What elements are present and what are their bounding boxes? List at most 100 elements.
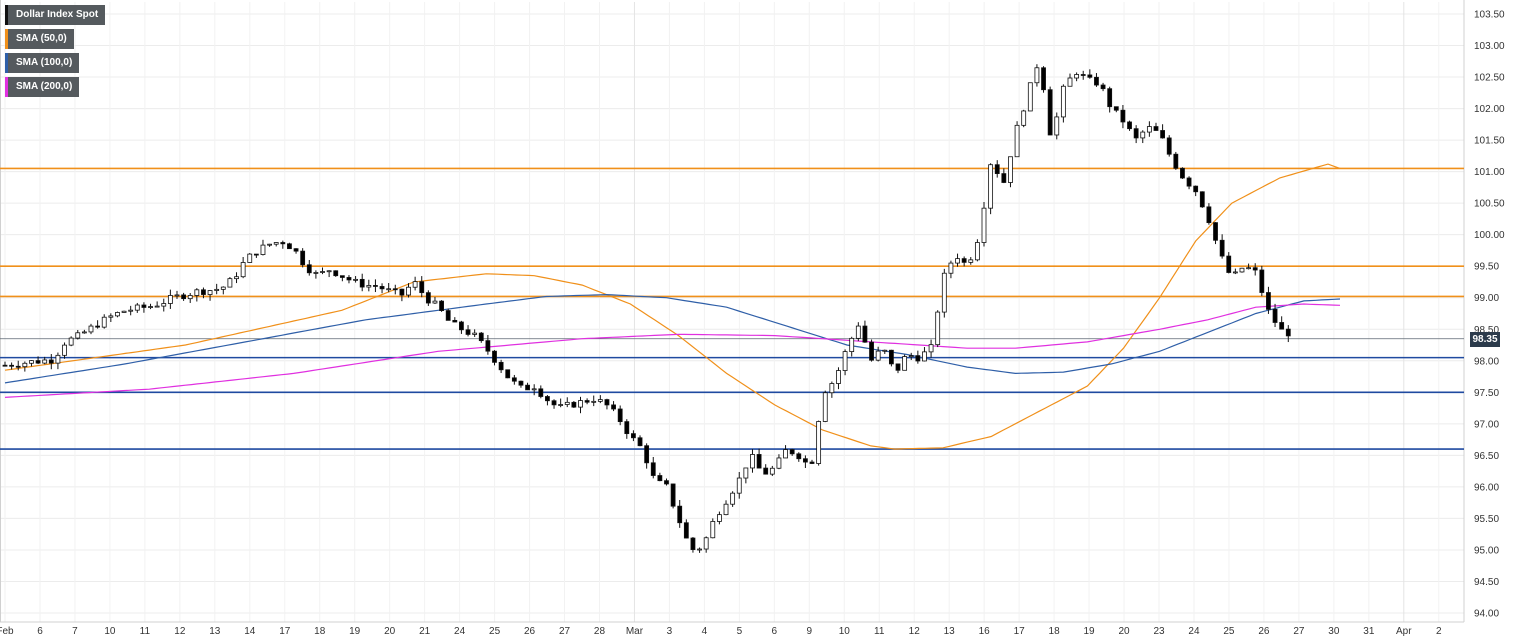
legend-item-sma-200[interactable]: SMA (200,0) (5, 77, 80, 97)
candle-body (300, 250, 306, 266)
candle-body (948, 262, 954, 274)
candle-body (141, 304, 147, 308)
sma-lines (4, 163, 1341, 450)
y-tick-label: 99.00 (1474, 293, 1499, 304)
y-tick-label: 94.50 (1474, 577, 1499, 588)
legend: Dollar Index Spot SMA (50,0) SMA (100,0)… (5, 5, 106, 101)
candle-body (836, 370, 841, 384)
candle-body (88, 325, 94, 333)
candle-body (968, 259, 974, 263)
x-tick-label: 26 (524, 626, 536, 637)
candle-body (392, 288, 398, 291)
candle-body (650, 462, 656, 476)
candle-body (1001, 173, 1007, 183)
candle-body (459, 321, 464, 331)
y-tick-label: 99.50 (1474, 262, 1499, 273)
candle-body (273, 242, 279, 245)
x-tick-label: 4 (702, 626, 708, 637)
candle-body (717, 514, 722, 522)
x-tick-label: 10 (839, 626, 851, 637)
y-tick-label: 98.50 (1474, 325, 1499, 336)
candle-body (849, 337, 855, 353)
candle-body (115, 312, 120, 317)
x-tick-label: 20 (1118, 626, 1130, 637)
candle-body (313, 272, 319, 274)
x-tick-label: 18 (1049, 626, 1061, 637)
x-tick-label: 19 (349, 626, 361, 637)
candle-body (981, 207, 987, 243)
x-tick-label: 31 (1363, 626, 1375, 637)
candle-body (320, 271, 325, 273)
candle-body (1100, 84, 1106, 90)
candle-body (750, 454, 755, 469)
candle-body (9, 364, 15, 367)
x-tick-label: 26 (1258, 626, 1270, 637)
candle-body (1259, 269, 1265, 293)
candle-body (465, 329, 471, 335)
candle-body (128, 309, 134, 312)
candle-body (690, 537, 696, 550)
candle-body (373, 285, 378, 287)
candle-body (908, 355, 914, 358)
chart-grid (0, 2, 1464, 622)
candle-body (1173, 153, 1179, 169)
x-tick-label: 28 (594, 626, 606, 637)
candle-body (485, 340, 491, 352)
sma-200-line (4, 303, 1341, 398)
x-tick-label: 30 (1328, 626, 1340, 637)
candle-body (829, 383, 835, 394)
candle-body (743, 467, 749, 479)
candle-body (1074, 74, 1080, 79)
candle-body (862, 325, 868, 343)
sma-50-line (4, 163, 1341, 450)
candle-body (293, 248, 299, 252)
candle-body (333, 270, 339, 277)
candle-body (1279, 322, 1285, 330)
candle-body (915, 355, 921, 362)
legend-item-sma-100[interactable]: SMA (100,0) (5, 53, 80, 73)
candle-body (1008, 156, 1013, 183)
candle-body (657, 475, 663, 482)
candle-body (81, 331, 87, 334)
candle-body (683, 522, 689, 539)
candle-body (988, 164, 994, 209)
y-tick-label: 95.00 (1474, 545, 1499, 556)
candle-body (756, 454, 762, 469)
candle-body (425, 292, 431, 304)
candle-body (855, 325, 861, 339)
x-axis-labels: Feb67101112131417181920212425262728Mar34… (0, 626, 1442, 637)
y-tick-label: 100.00 (1474, 230, 1505, 241)
legend-item-price[interactable]: Dollar Index Spot (5, 5, 106, 25)
candle-body (1047, 89, 1053, 136)
candle-body (29, 360, 34, 364)
candle-body (624, 421, 630, 435)
candle-body (287, 243, 292, 250)
y-tick-label: 97.50 (1474, 388, 1499, 399)
x-tick-label: 24 (1188, 626, 1200, 637)
candle-body (1120, 109, 1126, 123)
candle-body (1127, 121, 1132, 130)
candle-body (1133, 128, 1139, 139)
candle-body (935, 311, 941, 346)
candle-body (730, 492, 736, 505)
candle-body (637, 437, 643, 447)
candle-body (267, 243, 272, 246)
candle-body (545, 396, 550, 402)
candle-body (664, 480, 669, 485)
candle-body (531, 388, 537, 391)
sma-100-line (4, 293, 1341, 384)
x-tick-label: 16 (979, 626, 991, 637)
x-tick-label: 6 (772, 626, 778, 637)
candle-body (842, 351, 848, 371)
candle-body (379, 286, 385, 290)
candle-body (253, 253, 259, 256)
legend-item-sma-50[interactable]: SMA (50,0) (5, 29, 74, 49)
candle-body (882, 349, 888, 352)
candle-body (227, 278, 233, 288)
candle-body (247, 253, 253, 263)
y-tick-label: 101.00 (1474, 167, 1505, 178)
candle-body (578, 400, 583, 408)
candle-body (214, 288, 220, 291)
candle-body (525, 384, 530, 391)
